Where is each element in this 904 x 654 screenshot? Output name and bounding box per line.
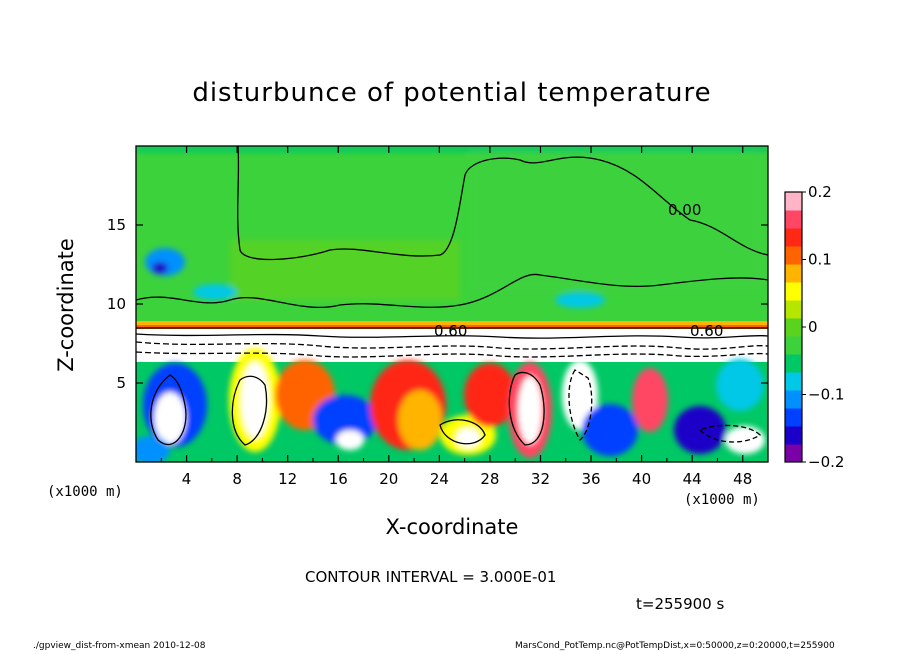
colorbar-label: −0.2	[808, 453, 844, 471]
y-axis-ticks: 5 10 15	[107, 216, 768, 392]
colorbar-swatch	[785, 300, 802, 319]
colorbar-swatch	[785, 336, 802, 355]
x-tick-label: 8	[232, 470, 242, 488]
colorbar-swatch	[785, 264, 802, 283]
contour-label: 0.60	[690, 322, 723, 340]
colorbar-label: 0.1	[808, 251, 832, 269]
y-tick-label: 15	[107, 216, 126, 234]
colorbar-swatch	[785, 282, 802, 301]
colorbar-swatch	[785, 426, 802, 445]
x-tick-label: 12	[278, 470, 297, 488]
contour-lines	[136, 146, 768, 446]
colorbar-swatch	[785, 444, 802, 463]
chart-title: disturbunce of potential temperature	[192, 78, 712, 108]
heatmap-field	[136, 146, 768, 462]
x-tick-label: 20	[379, 470, 398, 488]
x-tick-label: 36	[581, 470, 600, 488]
colorbar-swatch	[785, 390, 802, 409]
footer-script-info: ./gpview_dist-from-xmean 2010-12-08	[33, 641, 206, 651]
y-tick-label: 5	[116, 374, 126, 392]
x-tick-label: 16	[329, 470, 348, 488]
x-tick-label: 28	[480, 470, 499, 488]
contour-interval-text: CONTOUR INTERVAL = 3.000E-01	[305, 568, 557, 586]
x-tick-label: 48	[733, 470, 752, 488]
x-tick-label: 4	[182, 470, 192, 488]
x-axis-ticks: 4 8 12 16 20 24 28 32 36 40 44 48	[160, 146, 752, 488]
x-axis-label: X-coordinate	[385, 515, 519, 539]
contour-label: 0.00	[668, 201, 701, 219]
colorbar-label: −0.1	[808, 386, 844, 404]
x-tick-label: 24	[430, 470, 449, 488]
colorbar-swatch	[785, 318, 802, 337]
x-tick-label: 44	[683, 470, 702, 488]
colorbar-swatch	[785, 372, 802, 391]
y-tick-label: 10	[107, 295, 126, 313]
colorbar-label: 0	[808, 318, 818, 336]
colorbar-swatch	[785, 246, 802, 265]
contour-label: 0.60	[434, 322, 467, 340]
x-tick-label: 40	[632, 470, 651, 488]
colorbar-swatch	[785, 228, 802, 247]
footer-file-info: MarsCond_PotTemp.nc@PotTempDist,x=0:5000…	[515, 641, 835, 651]
colorbar: 0.2 0.1 0 −0.1 −0.2	[784, 183, 844, 471]
colorbar-swatch	[785, 354, 802, 373]
x-tick-label: 32	[531, 470, 550, 488]
colorbar-swatch	[785, 408, 802, 427]
colorbar-swatch	[785, 210, 802, 229]
colorbar-swatch	[785, 192, 802, 211]
colorbar-label: 0.2	[808, 183, 832, 201]
x-unit-label-left: (x1000 m)	[47, 484, 123, 500]
x-unit-label-right: (x1000 m)	[684, 492, 760, 508]
time-label: t=255900 s	[636, 595, 725, 613]
